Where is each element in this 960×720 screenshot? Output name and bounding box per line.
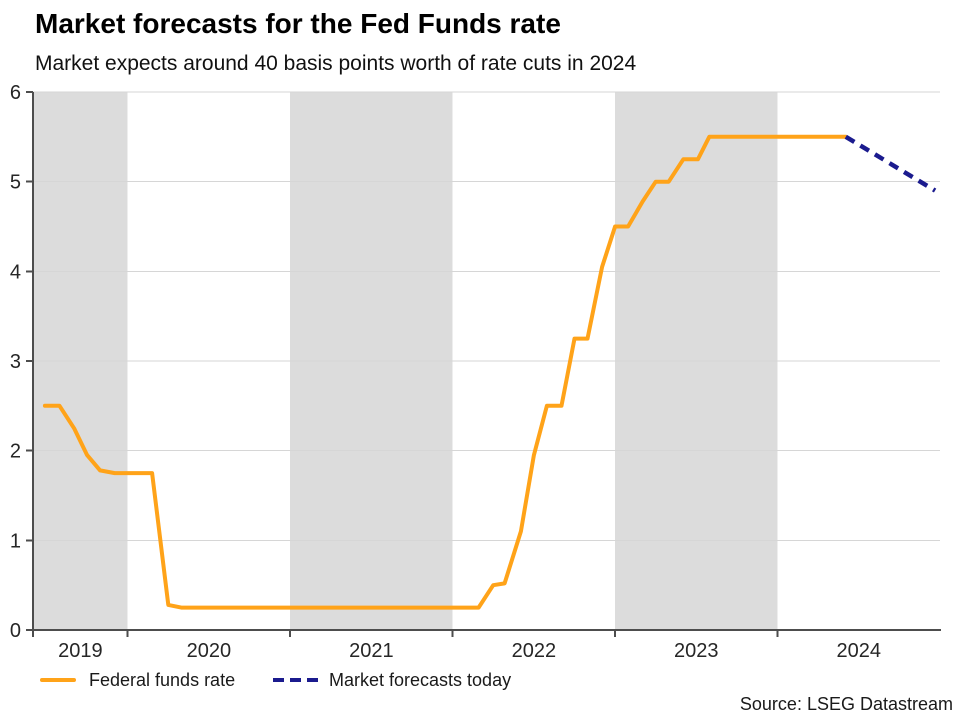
x-axis-label: 2024 xyxy=(837,640,882,662)
source-note: Source: LSEG Datastream xyxy=(739,694,953,714)
x-axis-label: 2022 xyxy=(512,640,557,662)
x-axis-label: 2019 xyxy=(58,640,103,662)
y-axis-label: 6 xyxy=(10,82,21,104)
dash-segment xyxy=(307,677,318,683)
y-axis-label: 5 xyxy=(10,172,21,194)
x-axis-label: 2020 xyxy=(187,640,232,662)
y-axis-label: 4 xyxy=(10,261,21,283)
chart-title: Market forecasts for the Fed Funds rate xyxy=(35,8,561,39)
federal-funds-rate-line-swatch-icon xyxy=(40,678,76,682)
legend-item-market-forecasts: Market forecasts today xyxy=(273,668,511,692)
chart-subtitle: Market expects around 40 basis points wo… xyxy=(35,52,637,75)
y-axis-label: 2 xyxy=(10,441,21,463)
legend-item-federal-funds-rate: Federal funds rate xyxy=(40,668,235,692)
series-market-forecasts-today xyxy=(844,134,937,193)
market-forecasts-dashed-swatch-icon xyxy=(273,677,318,683)
x-axis-label: 2021 xyxy=(349,640,394,662)
x-axis-label: 2023 xyxy=(674,640,719,662)
dash-segment xyxy=(273,677,284,683)
dash-segment xyxy=(290,677,301,683)
legend-label-market-forecasts: Market forecasts today xyxy=(329,669,512,690)
series-federal-funds-rate xyxy=(42,134,848,610)
y-axis-label: 0 xyxy=(10,620,21,642)
legend-label-federal-funds-rate: Federal funds rate xyxy=(89,669,236,690)
y-axis-label: 1 xyxy=(10,530,21,552)
y-axis-label: 3 xyxy=(10,351,21,373)
